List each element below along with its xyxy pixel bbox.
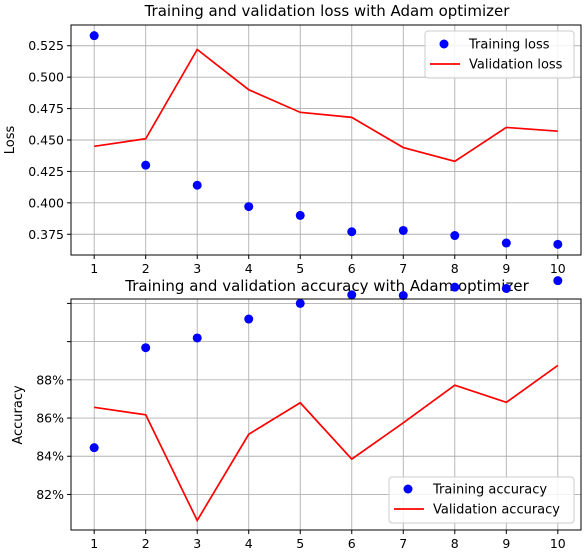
- accuracy-legend-training-label: Training accuracy: [432, 483, 547, 498]
- accuracy-training-point: [501, 283, 511, 293]
- loss-y-tick-label: 0.425: [28, 164, 64, 179]
- loss-validation-line: [94, 48, 558, 163]
- accuracy-y-axis-label: Accuracy: [11, 385, 26, 445]
- loss-legend-box: [424, 30, 575, 79]
- loss-chart: Training and validation loss with Adam o…: [3, 2, 582, 276]
- accuracy-x-tick-label: 6: [348, 536, 356, 551]
- loss-ticks: 1 2 3 4 5 6 7 8 9 10 0.375 0.400 0.425 0.450 0.475 0.50…: [28, 38, 566, 276]
- accuracy-chart-title: Training and validation accuracy with Ad…: [124, 277, 529, 295]
- loss-x-tick-label: 3: [193, 261, 201, 276]
- accuracy-ticks: 1 2 3 4 5 6 7 8 9 10 82% 84% 86% 88%: [36, 302, 566, 551]
- accuracy-legend-box: [388, 476, 575, 524]
- loss-x-tick-label: 2: [142, 261, 150, 276]
- accuracy-y-tick-label: 88%: [36, 372, 64, 387]
- loss-training-point: [501, 238, 511, 248]
- accuracy-training-point: [244, 314, 254, 324]
- loss-x-tick-label: 9: [502, 261, 510, 276]
- accuracy-training-point: [450, 282, 460, 292]
- accuracy-data: [89, 276, 563, 523]
- loss-x-tick-label: 7: [399, 261, 407, 276]
- accuracy-training-point: [141, 343, 151, 353]
- accuracy-training-point: [398, 291, 408, 301]
- loss-x-tick-label: 10: [550, 261, 566, 276]
- loss-y-tick-label: 0.500: [28, 70, 64, 85]
- loss-x-tick-label: 1: [90, 261, 98, 276]
- loss-data: [89, 31, 563, 249]
- accuracy-legend-training-marker: [403, 484, 413, 494]
- loss-training-point: [89, 31, 99, 41]
- loss-x-tick-label: 5: [296, 261, 304, 276]
- loss-y-axis-label: Loss: [3, 126, 18, 155]
- accuracy-x-tick-label: 4: [245, 536, 253, 551]
- loss-x-tick-label: 4: [245, 261, 253, 276]
- loss-x-tick-label: 6: [348, 261, 356, 276]
- loss-legend-training-marker: [439, 39, 449, 49]
- loss-legend-validation-label: Validation loss: [469, 58, 563, 73]
- accuracy-training-point: [295, 298, 305, 308]
- loss-chart-title: Training and validation loss with Adam o…: [144, 2, 511, 20]
- accuracy-training-point: [89, 443, 99, 453]
- accuracy-y-tick-label: 82%: [36, 487, 64, 502]
- loss-y-tick-label: 0.400: [28, 195, 64, 210]
- accuracy-chart: Training and validation accuracy with Ad…: [11, 276, 582, 551]
- loss-training-point: [450, 231, 460, 241]
- loss-y-tick-label: 0.475: [28, 101, 64, 116]
- accuracy-training-point: [192, 333, 202, 343]
- loss-training-point: [398, 225, 408, 235]
- accuracy-training-point: [347, 290, 357, 300]
- accuracy-x-tick-label: 3: [193, 536, 201, 551]
- loss-training-point: [295, 210, 305, 220]
- accuracy-x-tick-label: 8: [451, 536, 459, 551]
- loss-legend-training-label: Training loss: [468, 38, 550, 53]
- accuracy-legend-validation-label: Validation accuracy: [433, 503, 560, 518]
- accuracy-x-tick-label: 7: [399, 536, 407, 551]
- accuracy-training-point: [553, 276, 563, 286]
- loss-y-tick-label: 0.450: [28, 133, 64, 148]
- loss-training-point: [244, 202, 254, 212]
- loss-training-point: [347, 227, 357, 237]
- accuracy-y-tick-label: 86%: [36, 411, 64, 426]
- loss-training-point: [192, 180, 202, 190]
- accuracy-legend: Training accuracy Validation accuracy: [388, 476, 575, 524]
- accuracy-x-tick-label: 10: [550, 536, 566, 551]
- loss-grid: [71, 25, 581, 255]
- accuracy-y-tick-label: 84%: [36, 449, 64, 464]
- accuracy-x-tick-label: 1: [90, 536, 98, 551]
- accuracy-validation-line: [94, 364, 559, 523]
- loss-legend: Training loss Validation loss: [424, 30, 575, 79]
- accuracy-x-tick-label: 2: [142, 536, 150, 551]
- loss-y-tick-label: 0.375: [28, 227, 64, 242]
- accuracy-plot-frame: [70, 298, 582, 531]
- loss-training-point: [141, 160, 151, 170]
- loss-x-tick-label: 8: [451, 261, 459, 276]
- loss-y-tick-label: 0.525: [28, 38, 64, 53]
- accuracy-x-tick-label: 9: [502, 536, 510, 551]
- loss-training-point: [553, 239, 563, 249]
- accuracy-x-tick-label: 5: [296, 536, 304, 551]
